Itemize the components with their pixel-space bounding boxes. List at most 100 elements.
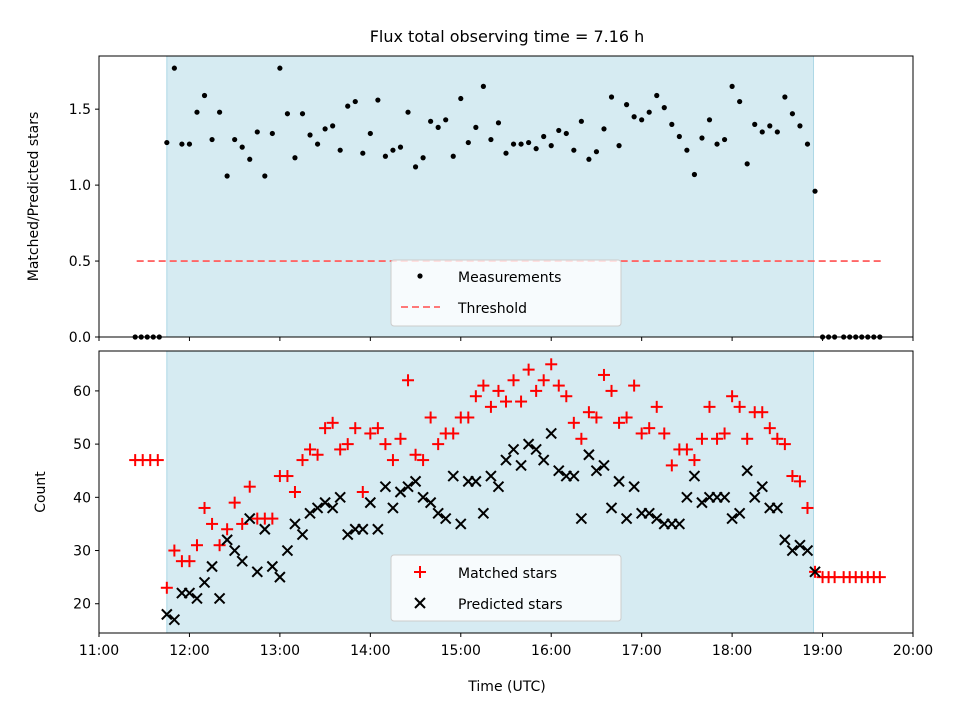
- predicted-star-point: [387, 502, 399, 514]
- predicted-star-point: [507, 443, 520, 456]
- predicted-star-point: [477, 507, 490, 519]
- measurement-point: [759, 129, 765, 135]
- measurement-point: [706, 117, 713, 123]
- matched-star-point: [530, 384, 543, 397]
- measurement-point: [292, 155, 298, 161]
- matched-star-point: [537, 374, 550, 387]
- measurement-point: [654, 92, 660, 99]
- measurement-point: [322, 126, 328, 132]
- ratio-panel: 0.0 0.5 1.0 1.5 Matched/Predicted stars Mea…: [26, 55, 914, 346]
- matched-star-point: [151, 454, 164, 467]
- measurement-point: [563, 130, 569, 137]
- predicted-star-point: [342, 528, 354, 541]
- measurement-point: [480, 83, 486, 89]
- matched-star-point: [545, 358, 558, 371]
- measurement-point: [277, 65, 283, 71]
- ratio-y-axis-label: Matched/Predicted stars: [26, 112, 42, 282]
- matched-star-point: [778, 438, 791, 451]
- predicted-star-point: [402, 480, 414, 493]
- measurement-point: [789, 111, 796, 117]
- matched-star-point: [371, 422, 384, 435]
- measurement-point: [443, 117, 449, 123]
- predicted-star-point: [530, 443, 542, 456]
- measurement-point: [247, 156, 253, 162]
- y-tick-label: 0.0: [69, 330, 91, 346]
- matched-star-point: [605, 384, 618, 397]
- predicted-star-point: [575, 512, 588, 525]
- x-tick-label: 19:00: [802, 643, 842, 659]
- measurement-point: [510, 141, 517, 147]
- predicted-star-point: [590, 465, 603, 477]
- matched-star-point: [341, 438, 354, 451]
- predicted-star-point: [749, 491, 761, 504]
- measurement-point: [684, 147, 690, 153]
- predicted-legend-label: Predicted stars: [458, 597, 563, 613]
- measurement-point: [548, 143, 554, 149]
- matched-star-point: [873, 571, 886, 584]
- measurement-point: [737, 98, 743, 105]
- chart-title: Flux total observing time = 7.16 h: [370, 27, 645, 46]
- predicted-star-point: [620, 512, 633, 525]
- predicted-star-point: [334, 491, 346, 504]
- matched-star-point: [168, 544, 181, 557]
- measurement-point: [608, 94, 615, 100]
- predicted-star-point: [794, 539, 806, 551]
- y-tick-label: 30: [73, 544, 91, 560]
- matched-star-point: [213, 539, 226, 552]
- matched-star-point: [793, 475, 806, 488]
- count-legend: Matched stars Predicted stars: [390, 554, 622, 622]
- matched-star-point: [356, 486, 369, 498]
- matched-star-point: [447, 427, 460, 440]
- predicted-star-point: [696, 496, 708, 509]
- count-y-axis: 20 30 40 50 60: [73, 384, 99, 613]
- y-tick-label: 40: [73, 490, 91, 506]
- measurement-point: [593, 149, 600, 155]
- measurement-point: [239, 144, 245, 150]
- measurement-point: [345, 103, 351, 109]
- measurement-point: [488, 136, 494, 143]
- matched-star-point: [228, 496, 241, 509]
- matched-star-point: [190, 539, 203, 552]
- predicted-star-point: [191, 592, 203, 605]
- predicted-star-point: [326, 502, 339, 514]
- predicted-star-point: [613, 475, 625, 488]
- matched-star-point: [582, 406, 595, 419]
- matched-star-point: [386, 454, 399, 467]
- measurement-point: [661, 105, 667, 111]
- matched-star-point: [477, 379, 490, 392]
- threshold-legend-label: Threshold: [457, 301, 527, 317]
- measurement-legend-marker: [417, 273, 423, 279]
- matched-star-point: [628, 379, 641, 392]
- matched-star-point: [560, 390, 573, 403]
- matched-star-point: [500, 395, 512, 408]
- matched-star-point: [288, 486, 301, 498]
- predicted-star-point: [485, 470, 497, 482]
- measurement-point: [224, 173, 230, 179]
- matched-star-point: [364, 427, 377, 440]
- matched-star-point: [575, 432, 588, 445]
- predicted-star-point: [259, 523, 271, 535]
- x-tick-label: 13:00: [260, 643, 300, 659]
- matched-star-point: [786, 470, 799, 483]
- predicted-star-point: [198, 576, 211, 589]
- matched-star-point: [515, 395, 528, 408]
- matched-star-point: [160, 581, 173, 594]
- predicted-star-point: [289, 518, 301, 530]
- matched-star-point: [590, 411, 603, 424]
- predicted-star-point: [779, 534, 791, 546]
- predicted-star-point: [801, 544, 814, 557]
- predicted-star-point: [213, 592, 226, 605]
- measurement-point: [691, 171, 698, 178]
- measurement-point: [307, 132, 313, 138]
- measurement-point: [397, 144, 404, 150]
- measurement-point: [699, 135, 705, 141]
- matched-star-point: [522, 363, 535, 376]
- measurement-point: [194, 109, 200, 115]
- count-y-axis-label: Count: [33, 471, 49, 513]
- x-tick-label: 12:00: [169, 643, 209, 659]
- matched-star-point: [665, 459, 678, 472]
- predicted-star-point: [726, 512, 738, 525]
- count-panel: 20 30 40 50 60 11:00 12:00 13:00 14:00 15:00 16:0…: [33, 350, 933, 695]
- measurement-point: [232, 136, 238, 143]
- measurement-point: [367, 130, 373, 137]
